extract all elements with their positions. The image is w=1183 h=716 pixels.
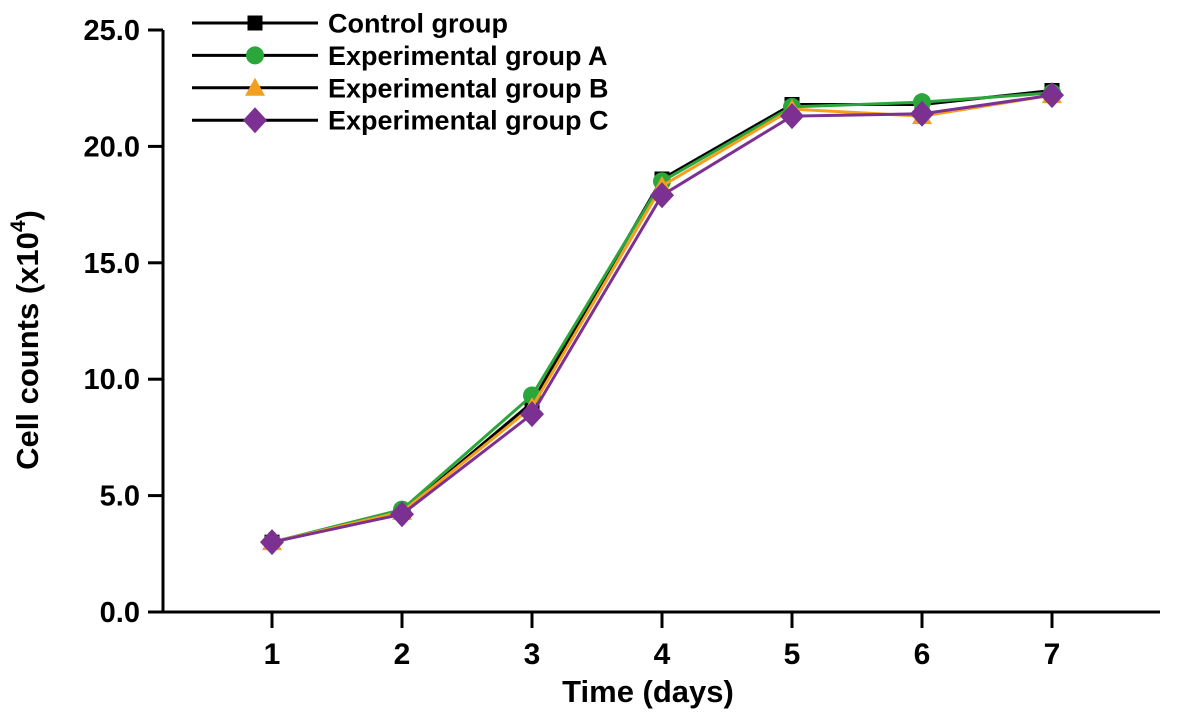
y-axis-tick-label: 0.0: [100, 597, 140, 629]
plot-series: [260, 82, 1064, 556]
circle-marker-legend: [246, 46, 264, 65]
legend-label: Experimental group B: [328, 73, 609, 103]
diamond-marker-experimental-group-c: [520, 401, 544, 428]
y-axis-tick-label: 10.0: [84, 364, 140, 396]
square-marker-legend: [247, 15, 263, 31]
y-axis-tick-label: 5.0: [100, 481, 140, 513]
x-axis-tick-label: 7: [1044, 638, 1061, 671]
series-line-experimental-group-a: [271, 91, 1053, 544]
legend-label: Experimental group C: [328, 106, 609, 136]
axis-frame: [161, 30, 1160, 614]
diamond-marker-experimental-group-c: [260, 529, 284, 556]
y-axis: 0.0 5.0 10.0 15.0 20.0 25.0: [84, 15, 163, 629]
x-axis-title: Time (days): [562, 674, 734, 709]
y-axis-title-superscript: 4: [7, 220, 30, 232]
diamond-marker-experimental-group-c: [910, 100, 934, 127]
y-axis-title: Cell counts (x104): [7, 210, 45, 470]
series-line-control-group: [271, 89, 1053, 544]
y-axis-title-main: Cell counts (x10: [10, 232, 45, 470]
y-axis-tick-label: 15.0: [84, 248, 140, 280]
diamond-marker-experimental-group-c: [780, 103, 804, 130]
legend-item-experimental-group-c: Experimental group C: [192, 106, 609, 136]
legend-item-experimental-group-a: Experimental group A: [192, 41, 608, 71]
diamond-marker-experimental-group-c: [650, 182, 674, 209]
legend-item-control-group: Control group: [192, 9, 508, 39]
series-line-experimental-group-c: [271, 93, 1053, 544]
y-axis-tick-label: 25.0: [84, 15, 140, 47]
x-axis-tick-label: 4: [654, 638, 671, 671]
triangle-marker-legend: [245, 77, 265, 96]
legend-label: Experimental group A: [328, 41, 608, 71]
x-axis: 1 2 3 4 5 6 7: [264, 612, 1061, 671]
y-axis-title-close: ): [10, 210, 45, 220]
x-axis-tick-label: 2: [394, 638, 411, 671]
diamond-marker-legend: [243, 107, 267, 134]
legend-item-experimental-group-b: Experimental group B: [192, 73, 609, 103]
x-axis-tick-label: 3: [524, 638, 541, 671]
x-axis-tick-label: 1: [264, 638, 281, 671]
series-line-experimental-group-b: [271, 93, 1053, 544]
diamond-marker-experimental-group-c: [1040, 82, 1064, 109]
diamond-marker-experimental-group-c: [390, 501, 414, 528]
y-axis-tick-label: 20.0: [84, 131, 140, 163]
legend-label: Control group: [328, 9, 508, 39]
x-axis-tick-label: 5: [784, 638, 801, 671]
x-axis-tick-label: 6: [914, 638, 931, 671]
